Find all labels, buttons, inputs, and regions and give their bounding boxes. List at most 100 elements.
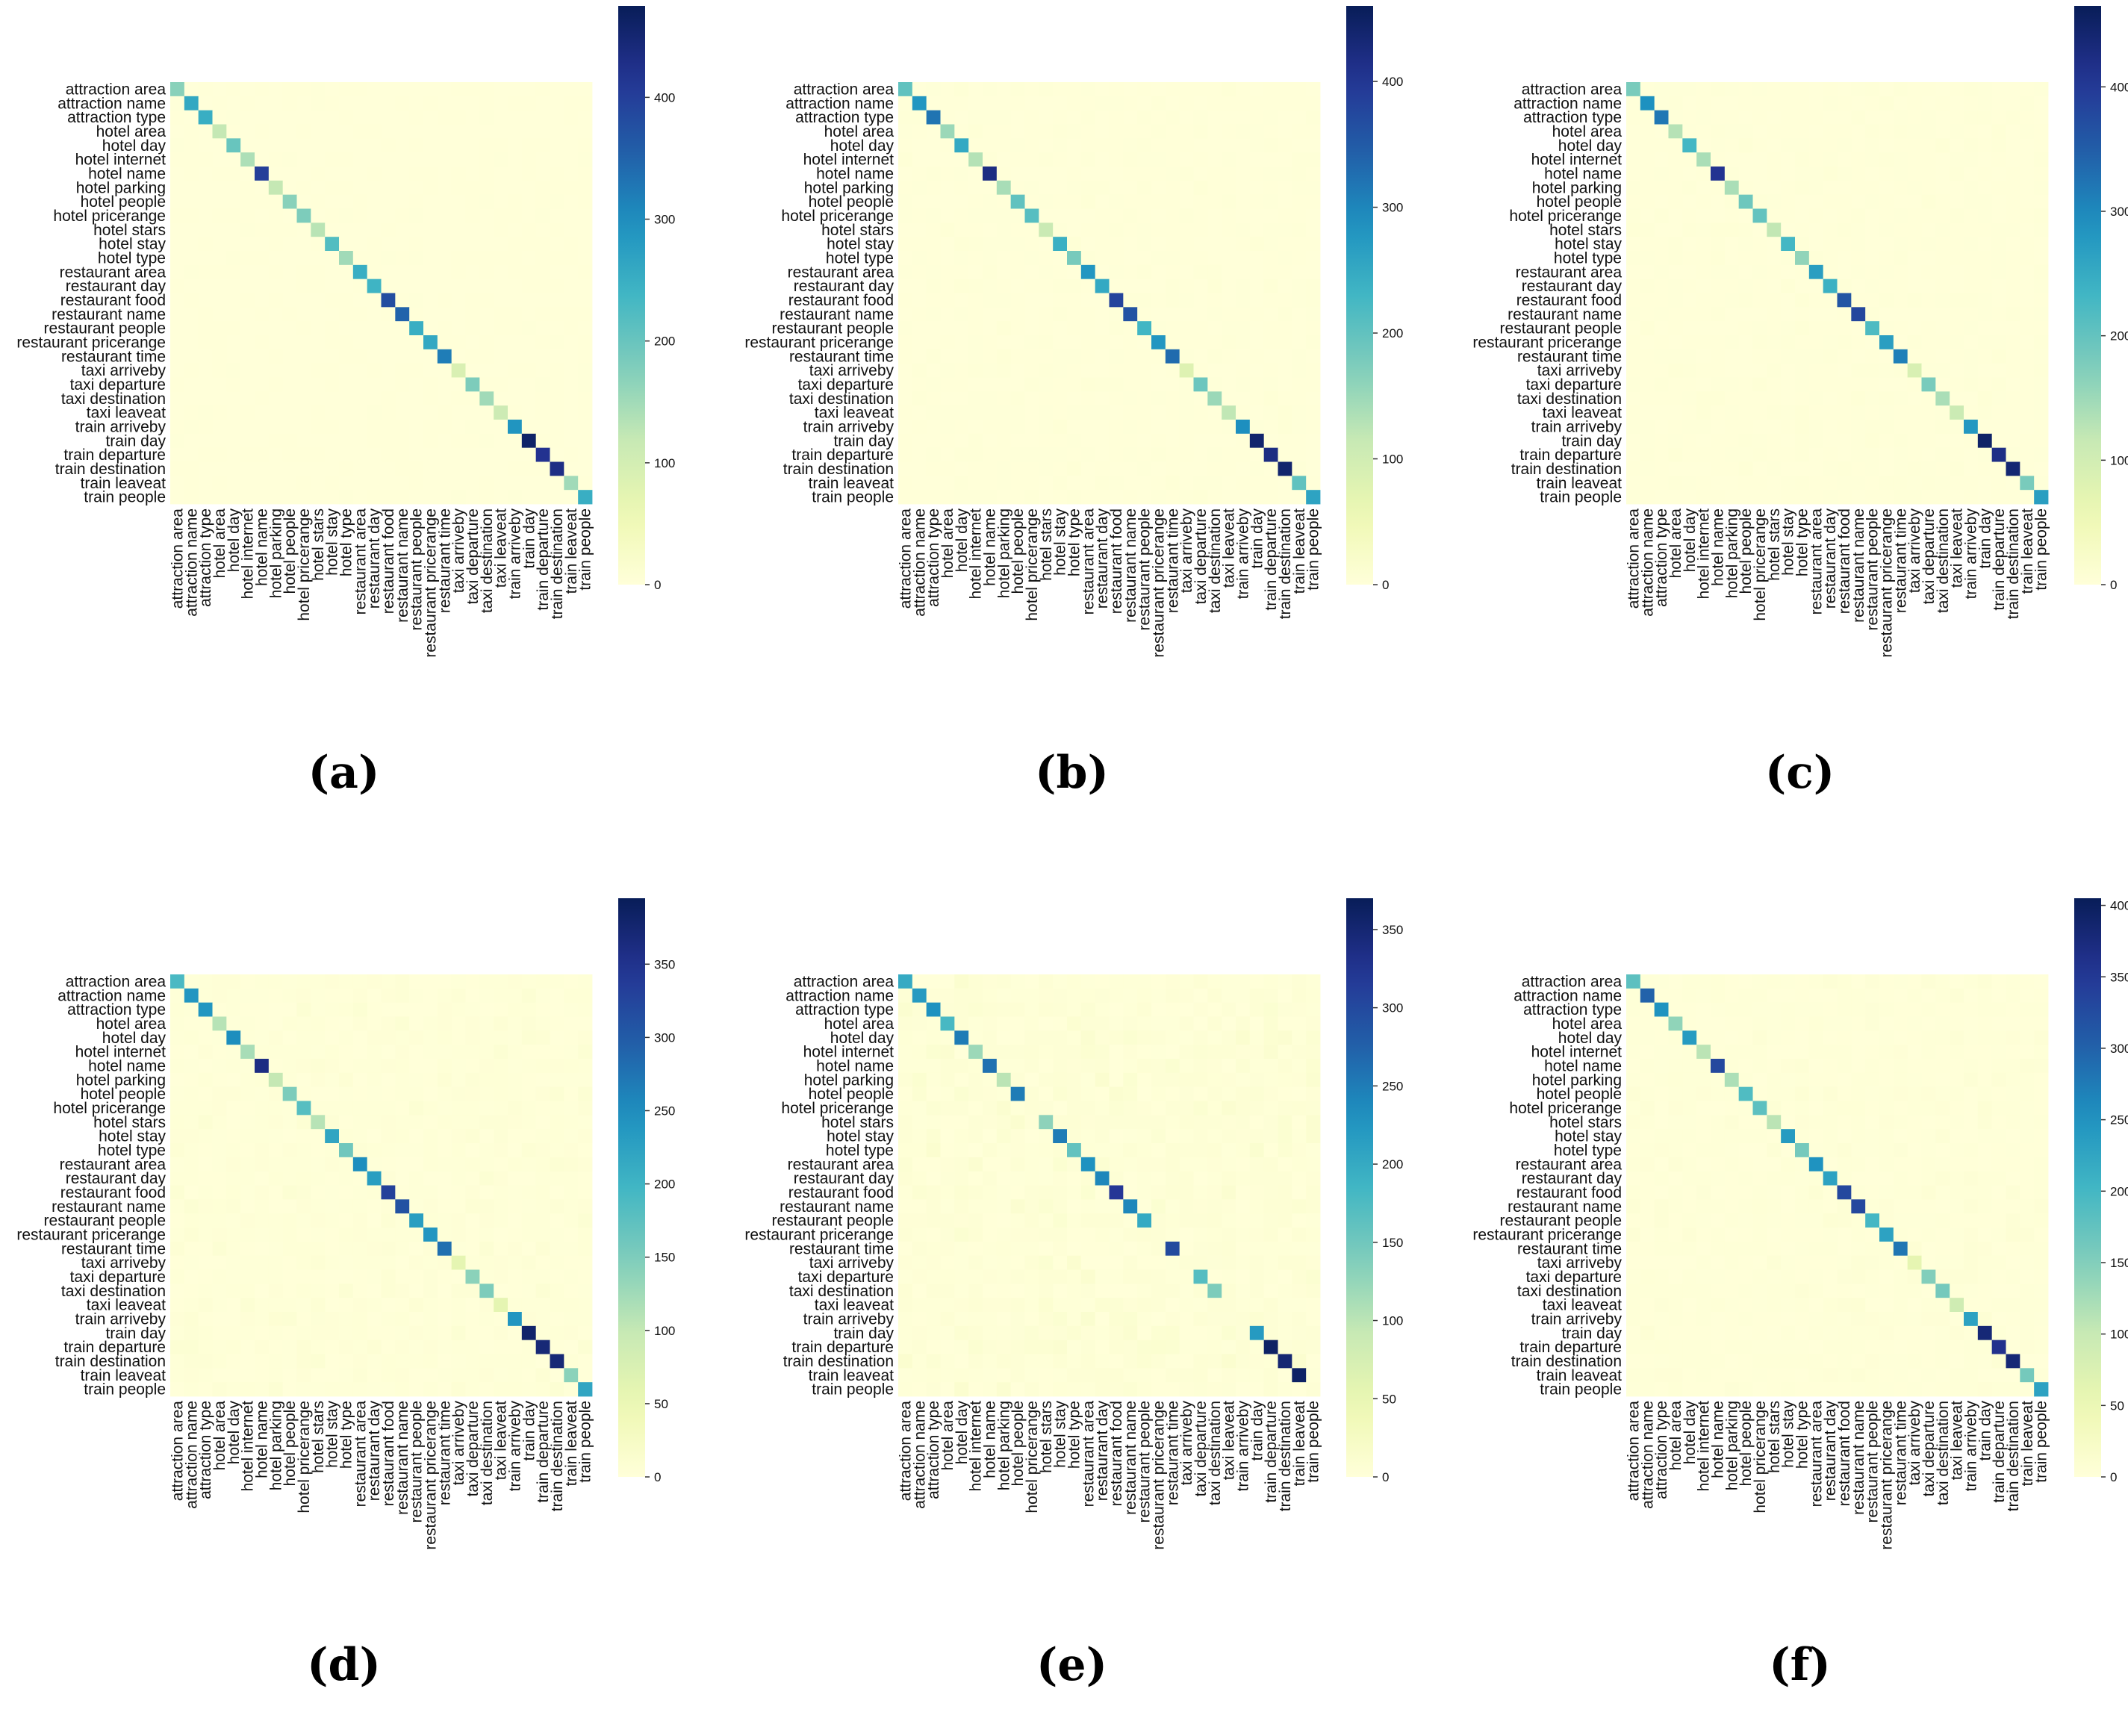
- heatmap-cell: [1292, 462, 1306, 476]
- heatmap-cell: [409, 1242, 423, 1256]
- heatmap-cell: [255, 82, 269, 96]
- heatmap-cell: [1053, 1073, 1067, 1087]
- heatmap-cell: [1823, 476, 1838, 490]
- heatmap-cell: [1655, 138, 1669, 152]
- heatmap-cell: [1640, 279, 1655, 293]
- heatmap-cell: [184, 1172, 199, 1186]
- heatmap-cell: [199, 434, 213, 448]
- heatmap-cell: [255, 1030, 269, 1045]
- heatmap-cell: [1207, 1045, 1222, 1059]
- heatmap-cell: [1865, 476, 1879, 490]
- heatmap-cell: [1236, 195, 1250, 209]
- heatmap-cell: [1306, 1059, 1320, 1073]
- heatmap-cell: [1110, 1326, 1124, 1340]
- heatmap-cell: [1292, 279, 1306, 293]
- heatmap-cell: [423, 349, 438, 364]
- heatmap-cell: [1292, 237, 1306, 251]
- heatmap-cell: [1908, 181, 1922, 195]
- heatmap-cell: [1711, 420, 1725, 434]
- heatmap-cell: [1725, 434, 1739, 448]
- heatmap-diagonal-cell: [1838, 293, 1852, 308]
- heatmap-cell: [1879, 405, 1894, 420]
- heatmap-cell: [1682, 364, 1696, 378]
- heatmap-cell: [1053, 448, 1067, 462]
- heatmap-cell: [297, 293, 311, 308]
- heatmap-cell: [353, 989, 367, 1003]
- heatmap-cell: [1207, 462, 1222, 476]
- heatmap-cell: [1207, 279, 1222, 293]
- heatmap-cell: [536, 279, 550, 293]
- heatmap-cell: [213, 1242, 227, 1256]
- heatmap-cell: [550, 181, 564, 195]
- heatmap-cell: [536, 1087, 550, 1101]
- heatmap-cell: [395, 321, 409, 335]
- heatmap-diagonal-cell: [1725, 181, 1739, 195]
- heatmap-cell: [941, 307, 955, 321]
- heatmap-cell: [1207, 378, 1222, 392]
- heatmap-cell: [255, 1143, 269, 1157]
- heatmap-cell: [311, 152, 325, 167]
- heatmap-cell: [184, 974, 199, 989]
- heatmap-cell: [1025, 293, 1039, 308]
- heatmap-cell: [1669, 434, 1683, 448]
- heatmap-cell: [927, 237, 941, 251]
- heatmap-cell: [1095, 251, 1110, 265]
- heatmap-cell: [1250, 1242, 1264, 1256]
- heatmap-cell: [382, 335, 396, 349]
- heatmap-cell: [954, 293, 968, 308]
- heatmap-cell: [1039, 1312, 1053, 1326]
- heatmap-cell: [1696, 391, 1711, 405]
- heatmap-cell: [1682, 251, 1696, 265]
- heatmap-cell: [1823, 195, 1838, 209]
- heatmap-cell: [898, 989, 912, 1003]
- heatmap-cell: [1781, 405, 1795, 420]
- heatmap-cell: [1180, 209, 1194, 223]
- heatmap-cell: [1194, 989, 1208, 1003]
- heatmap-cell: [578, 1143, 592, 1157]
- heatmap-cell: [199, 1073, 213, 1087]
- heatmap-cell: [1180, 1199, 1194, 1213]
- heatmap-cell: [213, 293, 227, 308]
- heatmap-cell: [255, 1213, 269, 1228]
- heatmap-cell: [1011, 1199, 1025, 1213]
- heatmap-cell: [1095, 265, 1110, 279]
- heatmap-diagonal-cell: [213, 125, 227, 139]
- heatmap-cell: [423, 1199, 438, 1213]
- heatmap-cell: [1250, 1129, 1264, 1143]
- heatmap-cell: [170, 434, 184, 448]
- heatmap-cell: [1711, 349, 1725, 364]
- heatmap-cell: [438, 96, 452, 111]
- heatmap-cell: [1292, 1199, 1306, 1213]
- heatmap-cell: [494, 1143, 508, 1157]
- heatmap-diagonal-cell: [1250, 1326, 1264, 1340]
- heatmap-cell: [536, 1003, 550, 1017]
- heatmap-cell: [240, 1284, 255, 1298]
- heatmap-cell: [578, 181, 592, 195]
- heatmap-cell: [550, 321, 564, 335]
- heatmap-cell: [1655, 96, 1669, 111]
- heatmap-cell: [494, 1157, 508, 1172]
- heatmap-cell: [269, 251, 283, 265]
- heatmap-cell: [199, 1284, 213, 1298]
- heatmap-cell: [1696, 209, 1711, 223]
- heatmap-cell: [1053, 1045, 1067, 1059]
- heatmap-cell: [353, 1059, 367, 1073]
- heatmap-cell: [283, 1073, 297, 1087]
- heatmap-cell: [1725, 96, 1739, 111]
- heatmap-cell: [578, 364, 592, 378]
- heatmap-cell: [466, 223, 480, 237]
- heatmap-cell: [1151, 1256, 1166, 1270]
- colorbar-tick-label: 300: [654, 1030, 675, 1045]
- heatmap-cell: [1935, 378, 1950, 392]
- heatmap-diagonal-cell: [997, 181, 1011, 195]
- heatmap-cell: [1081, 1326, 1095, 1340]
- heatmap-cell: [954, 1270, 968, 1284]
- heatmap-cell: [1025, 1003, 1039, 1017]
- heatmap-cell: [353, 1354, 367, 1369]
- heatmap-cell: [983, 1030, 997, 1045]
- heatmap-cell: [199, 1172, 213, 1186]
- heatmap-cell: [1180, 349, 1194, 364]
- heatmap-cell: [578, 434, 592, 448]
- heatmap-cell: [283, 321, 297, 335]
- heatmap-cell: [423, 1157, 438, 1172]
